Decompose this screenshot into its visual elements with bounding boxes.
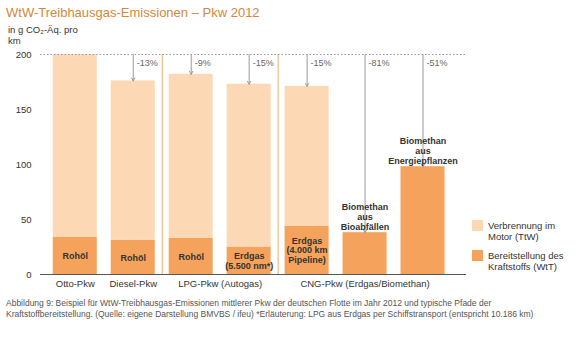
svg-text:CNG-Pkw (Erdgas/Biomethan): CNG-Pkw (Erdgas/Biomethan) xyxy=(300,278,429,289)
svg-text:-9%: -9% xyxy=(195,58,211,68)
html-text:in g CO₂-Äq. pro km: in g CO₂-Äq. pro km xyxy=(8,24,78,46)
svg-text:0: 0 xyxy=(26,269,31,280)
svg-text:50: 50 xyxy=(21,214,32,225)
svg-text:Rohöl: Rohöl xyxy=(178,252,204,262)
svg-text:-13%: -13% xyxy=(137,58,158,68)
html-text:Bereitstellung des Kraftstoffs: Bereitstellung des Kraftstoffs (WtT) xyxy=(488,250,564,272)
svg-text:-51%: -51% xyxy=(427,58,448,68)
svg-text:Erdgas(5.500 nm*): Erdgas(5.500 nm*) xyxy=(225,251,273,271)
svg-text:BiomethanausEnergiepflanzen: BiomethanausEnergiepflanzen xyxy=(388,136,458,166)
svg-text:200: 200 xyxy=(16,49,32,60)
svg-text:-15%: -15% xyxy=(253,58,274,68)
html-text:Abbildung 9: Beispiel für WtW-: Abbildung 9: Beispiel für WtW-Treibhausg… xyxy=(6,298,534,319)
svg-text:Erdgas(4.000 kmPipeline): Erdgas(4.000 kmPipeline) xyxy=(287,236,328,266)
svg-text:Diesel-Pkw: Diesel-Pkw xyxy=(109,278,157,289)
svg-text:100: 100 xyxy=(16,159,32,170)
svg-text:150: 150 xyxy=(16,104,32,115)
svg-text:Rohöl: Rohöl xyxy=(63,251,89,261)
svg-text:-81%: -81% xyxy=(369,58,390,68)
svg-text:Otto-Pkw: Otto-Pkw xyxy=(56,278,95,289)
svg-text:LPG-Pkw (Autogas): LPG-Pkw (Autogas) xyxy=(178,278,262,289)
svg-text:-15%: -15% xyxy=(311,58,332,68)
svg-text:Rohöl: Rohöl xyxy=(120,253,146,263)
svg-text:BiomethanausBioabfällen: BiomethanausBioabfällen xyxy=(341,202,390,232)
html-text:Verbrennung im Motor (TtW): Verbrennung im Motor (TtW) xyxy=(488,220,556,242)
html-text:WtW-Treibhausgas-Emissionen –: WtW-Treibhausgas-Emissionen – Pkw 2012 xyxy=(6,5,260,20)
